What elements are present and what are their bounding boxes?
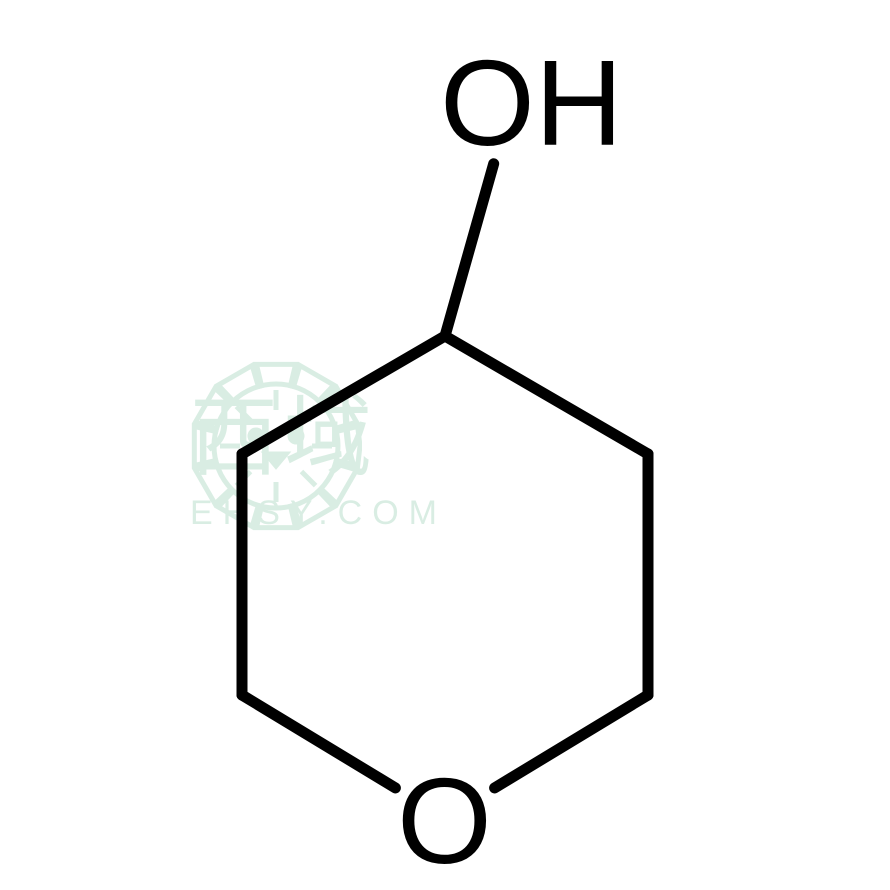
atom-label-oh: OH bbox=[440, 42, 623, 164]
bond bbox=[242, 336, 445, 454]
bond bbox=[445, 164, 494, 336]
bond bbox=[445, 336, 648, 454]
bond bbox=[495, 695, 648, 788]
chemical-structure-canvas: 西域 EHSY.COM OHO bbox=[0, 0, 890, 890]
bond bbox=[242, 695, 395, 788]
atom-label-o: O bbox=[397, 760, 492, 882]
